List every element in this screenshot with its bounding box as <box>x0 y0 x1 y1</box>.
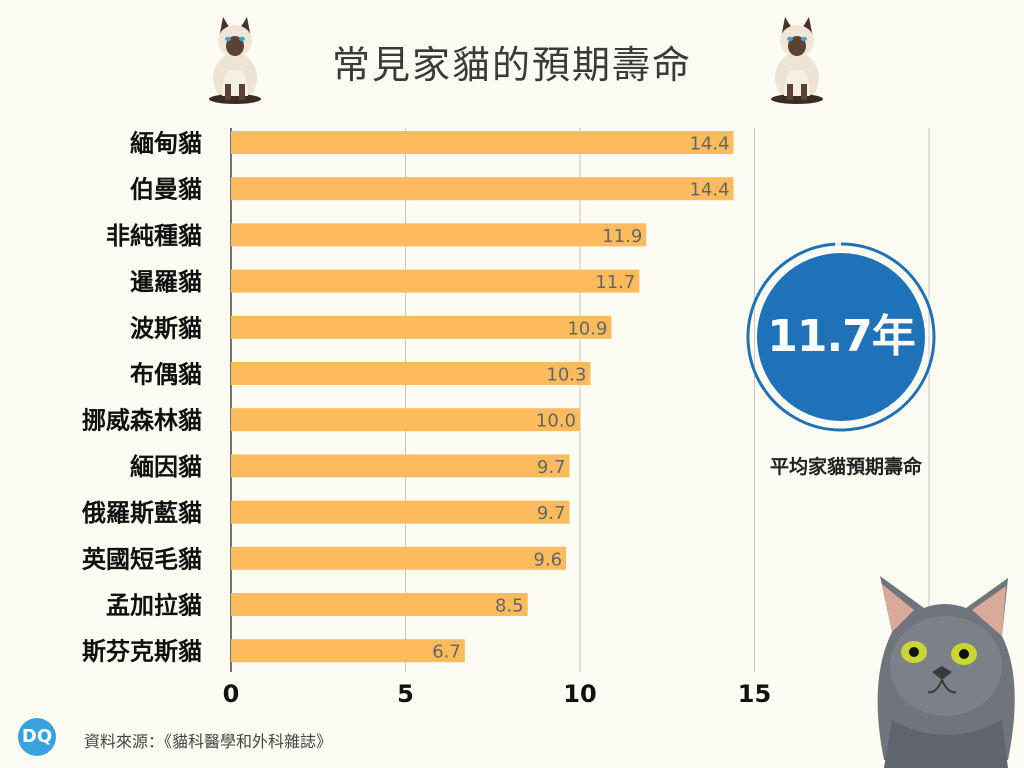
bar <box>231 131 734 154</box>
dq-logo: DQ <box>18 718 56 756</box>
source-note: 資料來源：《貓科醫學和外科雜誌》 <box>84 732 333 751</box>
bar <box>231 546 567 570</box>
average-value: 11.7年 <box>767 311 916 362</box>
data-label: 10.0 <box>536 411 576 432</box>
category-label: 挪威森林貓 <box>82 407 202 435</box>
average-circle <box>757 253 925 421</box>
bar <box>231 408 580 432</box>
data-label: 6.7 <box>432 642 461 663</box>
data-label: 10.3 <box>546 365 586 386</box>
data-label: 14.4 <box>689 134 729 155</box>
category-label: 緬甸貓 <box>130 130 202 158</box>
bar <box>231 177 734 201</box>
data-label: 11.9 <box>602 226 642 247</box>
category-label: 波斯貓 <box>130 314 202 342</box>
category-label: 布偶貓 <box>130 361 202 389</box>
category-label: 孟加拉貓 <box>106 592 202 620</box>
data-label: 9.6 <box>533 549 562 570</box>
category-label: 俄羅斯藍貓 <box>81 499 202 527</box>
data-label: 10.9 <box>567 318 607 339</box>
category-label: 緬因貓 <box>130 453 202 481</box>
x-tick-label: 15 <box>738 680 771 708</box>
data-label: 14.4 <box>689 180 729 201</box>
average-gauge-arc <box>746 242 936 432</box>
x-tick-label: 10 <box>563 680 596 708</box>
category-label: 非純種貓 <box>106 222 202 250</box>
data-label: 9.7 <box>537 503 566 524</box>
bar <box>231 500 570 524</box>
category-label: 斯芬克斯貓 <box>82 638 202 666</box>
x-tick-label: 0 <box>223 680 240 708</box>
category-label: 暹羅貓 <box>130 268 202 296</box>
siamese-cat-image <box>771 17 823 104</box>
bar <box>231 269 640 293</box>
chart-title: 常見家貓的預期壽命 <box>331 43 692 87</box>
data-label: 9.7 <box>537 457 566 478</box>
gray-cat-image <box>877 576 1015 768</box>
x-tick-label: 5 <box>397 680 414 708</box>
siamese-cat-image <box>209 17 261 104</box>
bar <box>231 454 570 478</box>
category-label: 英國短毛貓 <box>82 545 202 573</box>
category-label: 伯曼貓 <box>130 176 202 204</box>
bar <box>231 362 591 385</box>
data-label: 8.5 <box>495 596 524 617</box>
data-label: 11.7 <box>595 272 635 293</box>
bar <box>231 639 465 663</box>
bar <box>231 593 528 616</box>
bar <box>231 315 612 339</box>
bar <box>231 223 647 247</box>
average-lifespan-gauge <box>746 242 936 432</box>
average-caption: 平均家貓預期壽命 <box>769 456 922 478</box>
